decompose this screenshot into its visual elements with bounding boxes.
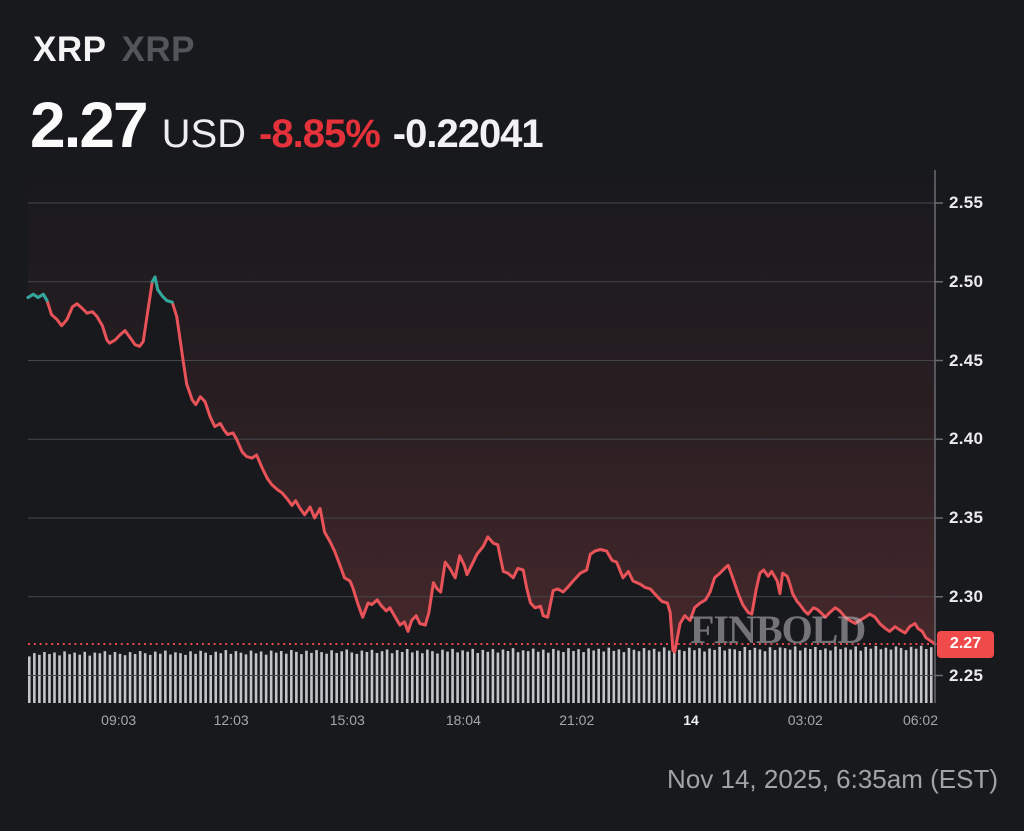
y-axis-label: 2.50 <box>949 271 984 291</box>
x-axis-label: 15:03 <box>329 712 365 728</box>
y-axis-label: 2.25 <box>949 665 984 685</box>
price-line <box>26 275 937 654</box>
x-axis-label: 12:03 <box>213 712 249 728</box>
x-axis-label: 06:02 <box>902 712 939 728</box>
price-header: 2.27 USD -8.85% -0.22041 <box>30 88 544 162</box>
asset-header: XRP XRP <box>33 30 195 70</box>
finbold-watermark: FINBOLD <box>690 607 866 652</box>
area-fill <box>28 170 935 652</box>
asset-symbol: XRP <box>33 30 107 69</box>
y-axis-label: 2.40 <box>949 429 984 449</box>
y-axis-label: 2.30 <box>949 586 984 606</box>
y-axis-label: 2.45 <box>949 350 984 370</box>
current-price-tag: 2.27 <box>937 630 994 658</box>
volume-bars <box>28 645 933 703</box>
y-axis-label: 2.35 <box>949 508 984 527</box>
x-axis-label: 14 <box>683 712 699 728</box>
price-value: 2.27 <box>30 89 149 161</box>
x-axis-label: 21:02 <box>559 712 595 728</box>
chart-timestamp: Nov 14, 2025, 6:35am (EST) <box>667 764 998 794</box>
current-price-tag-label: 2.27 <box>949 635 982 652</box>
price-change-absolute: -0.22041 <box>392 112 544 156</box>
x-axis-label: 03:02 <box>787 712 823 728</box>
asset-name: XRP <box>121 30 195 69</box>
gridlines <box>28 202 935 676</box>
y-axis-ticks <box>935 202 943 677</box>
price-change-percent: -8.85% <box>259 112 381 156</box>
price-line-up-segments <box>26 275 174 304</box>
x-axis-label: 18:04 <box>445 712 481 728</box>
x-axis-label: 09:03 <box>101 712 137 728</box>
y-axis-label: 2.55 <box>949 193 984 212</box>
price-currency: USD <box>161 112 247 156</box>
